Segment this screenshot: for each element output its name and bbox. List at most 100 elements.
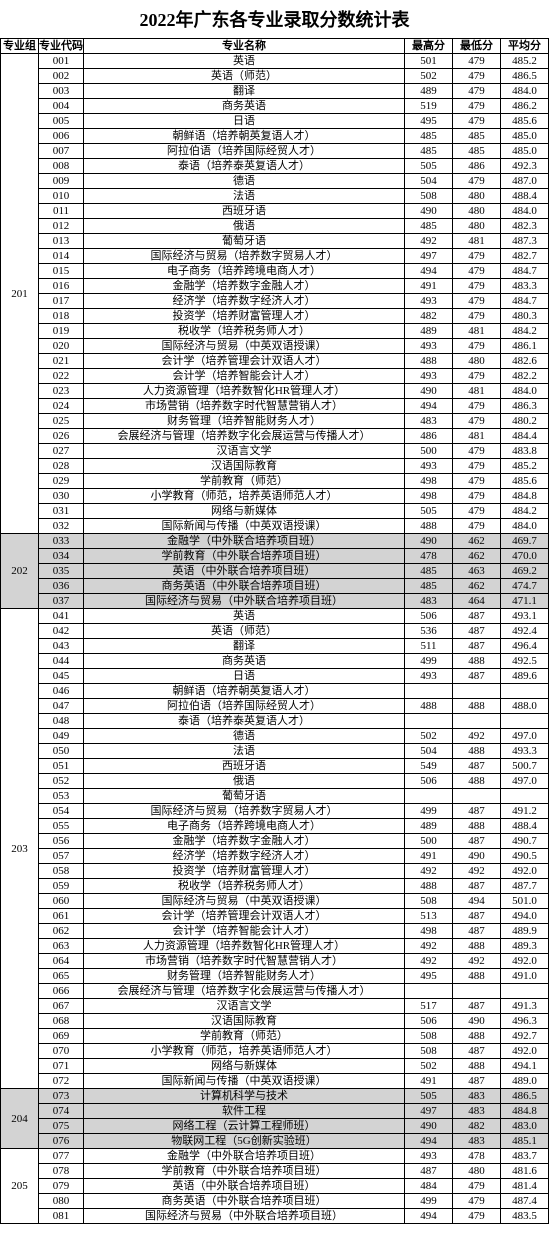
code-cell: 025 xyxy=(39,414,84,429)
max-cell: 485 xyxy=(405,564,453,579)
code-cell: 035 xyxy=(39,564,84,579)
min-cell: 492 xyxy=(453,864,501,879)
min-cell: 479 xyxy=(453,369,501,384)
name-cell: 朝鲜语（培养朝英复语人才） xyxy=(84,684,405,699)
table-row: 022会计学（培养智能会计人才）493479482.2 xyxy=(1,369,549,384)
max-cell: 505 xyxy=(405,1089,453,1104)
table-row: 002英语（师范）502479486.5 xyxy=(1,69,549,84)
min-cell: 488 xyxy=(453,744,501,759)
code-cell: 068 xyxy=(39,1014,84,1029)
min-cell: 479 xyxy=(453,1179,501,1194)
avg-cell: 486.2 xyxy=(501,99,549,114)
name-cell: 税收学（培养税务师人才） xyxy=(84,879,405,894)
table-row: 070小学教育（师范，培养英语师范人才）508487492.0 xyxy=(1,1044,549,1059)
code-cell: 064 xyxy=(39,954,84,969)
max-cell: 478 xyxy=(405,549,453,564)
min-cell: 479 xyxy=(453,264,501,279)
code-cell: 009 xyxy=(39,174,84,189)
table-row: 028汉语国际教育493479485.2 xyxy=(1,459,549,474)
avg-cell: 486.3 xyxy=(501,399,549,414)
avg-cell: 469.7 xyxy=(501,534,549,549)
min-cell: 488 xyxy=(453,819,501,834)
name-cell: 英语（中外联合培养项目班） xyxy=(84,1179,405,1194)
avg-cell: 480.2 xyxy=(501,414,549,429)
name-cell: 财务管理（培养智能财务人才） xyxy=(84,969,405,984)
score-table: 专业组 专业代码 专业名称 最高分 最低分 平均分 201001英语501479… xyxy=(0,38,549,1224)
code-cell: 075 xyxy=(39,1119,84,1134)
code-cell: 008 xyxy=(39,159,84,174)
max-cell: 485 xyxy=(405,144,453,159)
min-cell: 488 xyxy=(453,939,501,954)
min-cell: 480 xyxy=(453,189,501,204)
max-cell: 488 xyxy=(405,879,453,894)
max-cell: 498 xyxy=(405,489,453,504)
code-cell: 029 xyxy=(39,474,84,489)
name-cell: 阿拉伯语（培养国际经贸人才） xyxy=(84,144,405,159)
max-cell: 488 xyxy=(405,354,453,369)
table-row: 037国际经济与贸易（中外联合培养项目班）483464471.1 xyxy=(1,594,549,609)
name-cell: 计算机科学与技术 xyxy=(84,1089,405,1104)
name-cell: 会计学（培养智能会计人才） xyxy=(84,924,405,939)
name-cell: 法语 xyxy=(84,189,405,204)
max-cell: 483 xyxy=(405,594,453,609)
table-row: 071网络与新媒体502488494.1 xyxy=(1,1059,549,1074)
max-cell: 495 xyxy=(405,114,453,129)
code-cell: 022 xyxy=(39,369,84,384)
header-row: 专业组 专业代码 专业名称 最高分 最低分 平均分 xyxy=(1,39,549,54)
name-cell: 法语 xyxy=(84,744,405,759)
name-cell: 学前教育（师范） xyxy=(84,1029,405,1044)
name-cell: 金融学（培养数字金融人才） xyxy=(84,834,405,849)
max-cell: 497 xyxy=(405,1104,453,1119)
code-cell: 056 xyxy=(39,834,84,849)
max-cell xyxy=(405,714,453,729)
code-cell: 023 xyxy=(39,384,84,399)
name-cell: 商务英语 xyxy=(84,99,405,114)
code-cell: 041 xyxy=(39,609,84,624)
name-cell: 小学教育（师范，培养英语师范人才） xyxy=(84,489,405,504)
table-row: 205077金融学（中外联合培养项目班）493478483.7 xyxy=(1,1149,549,1164)
name-cell: 俄语 xyxy=(84,774,405,789)
table-row: 054国际经济与贸易（培养数字贸易人才）499487491.2 xyxy=(1,804,549,819)
table-row: 056金融学（培养数字金融人才）500487490.7 xyxy=(1,834,549,849)
group-cell: 205 xyxy=(1,1149,39,1224)
code-cell: 033 xyxy=(39,534,84,549)
code-cell: 067 xyxy=(39,999,84,1014)
header-avg: 平均分 xyxy=(501,39,549,54)
max-cell: 499 xyxy=(405,654,453,669)
max-cell: 502 xyxy=(405,1059,453,1074)
avg-cell: 484.7 xyxy=(501,294,549,309)
name-cell: 电子商务（培养跨境电商人才） xyxy=(84,264,405,279)
min-cell: 480 xyxy=(453,204,501,219)
table-row: 051西班牙语549487500.7 xyxy=(1,759,549,774)
min-cell: 479 xyxy=(453,1209,501,1224)
code-cell: 071 xyxy=(39,1059,84,1074)
max-cell: 508 xyxy=(405,1029,453,1044)
table-row: 052俄语506488497.0 xyxy=(1,774,549,789)
table-row: 048泰语（培养泰英复语人才） xyxy=(1,714,549,729)
table-row: 204073计算机科学与技术505483486.5 xyxy=(1,1089,549,1104)
table-row: 029学前教育（师范）498479485.6 xyxy=(1,474,549,489)
max-cell: 483 xyxy=(405,414,453,429)
name-cell: 英语 xyxy=(84,54,405,69)
code-cell: 078 xyxy=(39,1164,84,1179)
table-row: 025财务管理（培养智能财务人才）483479480.2 xyxy=(1,414,549,429)
table-row: 042英语（师范）536487492.4 xyxy=(1,624,549,639)
table-row: 030小学教育（师范，培养英语师范人才）498479484.8 xyxy=(1,489,549,504)
min-cell: 478 xyxy=(453,1149,501,1164)
min-cell: 479 xyxy=(453,294,501,309)
max-cell: 511 xyxy=(405,639,453,654)
table-row: 080商务英语（中外联合培养项目班）499479487.4 xyxy=(1,1194,549,1209)
code-cell: 062 xyxy=(39,924,84,939)
table-row: 045日语493487489.6 xyxy=(1,669,549,684)
name-cell: 阿拉伯语（培养国际经贸人才） xyxy=(84,699,405,714)
header-group: 专业组 xyxy=(1,39,39,54)
min-cell: 479 xyxy=(453,1194,501,1209)
table-row: 053葡萄牙语 xyxy=(1,789,549,804)
avg-cell: 484.0 xyxy=(501,84,549,99)
code-cell: 057 xyxy=(39,849,84,864)
min-cell: 487 xyxy=(453,909,501,924)
max-cell: 493 xyxy=(405,1149,453,1164)
code-cell: 077 xyxy=(39,1149,84,1164)
page-title: 2022年广东各专业录取分数统计表 xyxy=(0,0,549,38)
avg-cell: 488.4 xyxy=(501,189,549,204)
